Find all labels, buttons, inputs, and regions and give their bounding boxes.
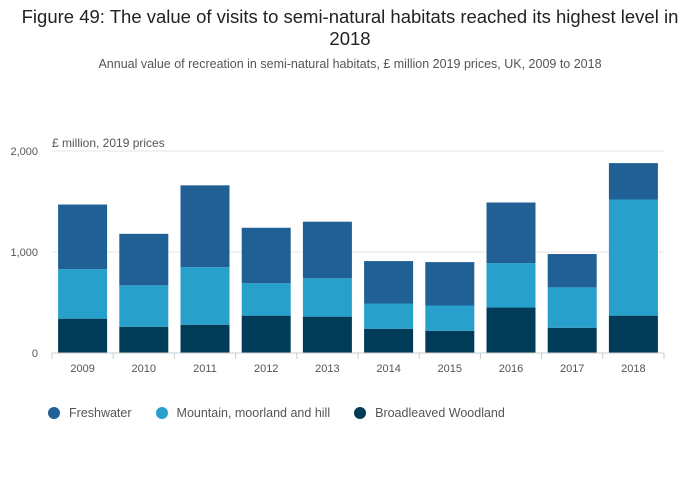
bar-mountain-moorland-and-hill-2015[interactable] (425, 305, 475, 331)
bar-mountain-moorland-and-hill-2009[interactable] (58, 269, 108, 319)
legend-label: Broadleaved Woodland (375, 406, 505, 420)
legend-swatch (354, 407, 367, 419)
x-tick-label: 2015 (438, 363, 462, 375)
y-tick-label: 0 (32, 348, 38, 360)
y-tick-label: 2,000 (10, 146, 38, 158)
bar-freshwater-2013[interactable] (302, 221, 352, 279)
bar-mountain-moorland-and-hill-2017[interactable] (547, 287, 597, 328)
legend-item-broadleaved-woodland[interactable]: Broadleaved Woodland (354, 406, 505, 420)
bar-mountain-moorland-and-hill-2018[interactable] (608, 199, 658, 316)
bar-freshwater-2016[interactable] (486, 202, 536, 264)
bar-broadleaved-woodland-2017[interactable] (547, 327, 597, 353)
bar-freshwater-2010[interactable] (119, 233, 169, 286)
y-axis-label: £ million, 2019 prices (52, 136, 165, 150)
legend-item-mountain-moorland-and-hill[interactable]: Mountain, moorland and hill (155, 406, 331, 420)
bar-freshwater-2018[interactable] (608, 163, 658, 200)
x-tick-label: 2018 (621, 363, 645, 375)
legend-swatch (48, 407, 60, 419)
bar-freshwater-2014[interactable] (364, 261, 414, 304)
bar-broadleaved-woodland-2013[interactable] (302, 316, 352, 353)
x-tick-label: 2014 (376, 363, 400, 375)
x-tick-label: 2012 (254, 363, 278, 375)
chart-subtitle: Annual value of recreation in semi-natur… (98, 57, 602, 71)
bar-freshwater-2015[interactable] (425, 262, 475, 306)
legend-swatch (155, 407, 168, 419)
bar-mountain-moorland-and-hill-2010[interactable] (119, 285, 169, 327)
legend: Freshwater Mountain, moorland and hill Bro… (48, 406, 529, 420)
bar-mountain-moorland-and-hill-2011[interactable] (180, 267, 230, 325)
x-tick-label: 2013 (315, 363, 339, 375)
bar-broadleaved-woodland-2014[interactable] (364, 328, 414, 353)
x-tick-label: 2016 (499, 363, 523, 375)
y-tick-label: 1,000 (10, 247, 38, 259)
bar-broadleaved-woodland-2016[interactable] (486, 307, 536, 353)
x-tick-label: 2011 (193, 363, 217, 375)
x-tick-label: 2010 (132, 363, 156, 375)
bar-broadleaved-woodland-2012[interactable] (241, 315, 291, 353)
bar-freshwater-2009[interactable] (58, 204, 108, 270)
bars (58, 163, 658, 353)
x-tick-label: 2009 (70, 363, 94, 375)
bar-broadleaved-woodland-2015[interactable] (425, 330, 475, 353)
bar-mountain-moorland-and-hill-2016[interactable] (486, 263, 536, 308)
legend-item-freshwater[interactable]: Freshwater (48, 406, 132, 420)
bar-freshwater-2012[interactable] (241, 227, 291, 284)
bar-freshwater-2011[interactable] (180, 185, 230, 268)
bar-broadleaved-woodland-2009[interactable] (58, 318, 108, 353)
x-tick-label: 2017 (560, 363, 584, 375)
legend-label: Freshwater (69, 406, 132, 420)
bar-broadleaved-woodland-2018[interactable] (608, 315, 658, 353)
legend-label: Mountain, moorland and hill (176, 406, 331, 420)
bar-mountain-moorland-and-hill-2014[interactable] (364, 303, 414, 329)
bar-broadleaved-woodland-2011[interactable] (180, 324, 230, 353)
x-axis: 2009 2010 2011 2012 2013 2014 2015 2016 2017 2018 (51, 352, 665, 375)
bar-mountain-moorland-and-hill-2012[interactable] (241, 283, 291, 316)
y-axis-ticks: 0 1,000 2,000 (10, 146, 38, 360)
bar-mountain-moorland-and-hill-2013[interactable] (302, 278, 352, 317)
bar-broadleaved-woodland-2010[interactable] (119, 326, 169, 353)
bar-freshwater-2017[interactable] (547, 254, 597, 288)
chart-title: Figure 49: The value of visits to semi-n… (21, 6, 679, 49)
